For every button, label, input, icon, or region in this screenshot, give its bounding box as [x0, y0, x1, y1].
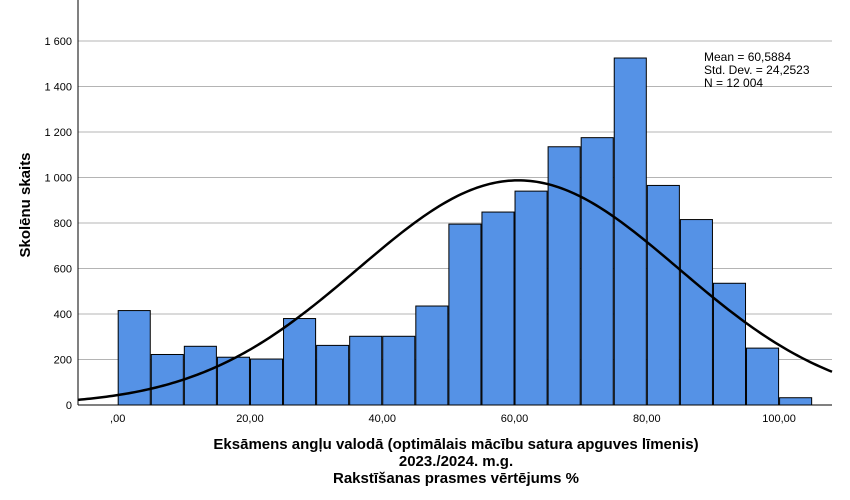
x-axis-title-line-2: 2023./2024. m.g.	[399, 453, 513, 470]
stats-std-dev: Std. Dev. = 24,2523	[704, 63, 810, 77]
normal-curve-layer	[77, 179, 833, 402]
x-tick-label: 80,00	[633, 413, 661, 425]
histogram-bar	[283, 318, 317, 406]
y-tick-label: 200	[54, 354, 72, 366]
stats-n: N = 12 004	[704, 76, 763, 90]
histogram-bar	[448, 223, 482, 406]
y-tick-label: 1 400	[44, 81, 72, 93]
histogram-bar	[613, 57, 647, 406]
normal-curve	[77, 179, 833, 402]
histogram-bar	[646, 184, 680, 406]
histogram-bar	[514, 190, 548, 406]
histogram-bar	[316, 344, 350, 406]
histogram-bar	[349, 335, 383, 406]
y-axis-title: Skolēnu skaits	[17, 152, 34, 257]
y-tick-label: 1 000	[44, 172, 72, 184]
histogram-bar	[481, 211, 515, 406]
histogram-bar	[779, 397, 813, 406]
histogram-bar	[580, 137, 614, 406]
x-tick-label: 20,00	[236, 413, 264, 425]
histogram-bar	[183, 345, 217, 406]
y-tick-label: 400	[54, 309, 72, 321]
histogram-bar	[382, 335, 416, 406]
x-tick-labels: ,00 20,00 40,00 60,00 80,00 100,00	[110, 413, 796, 425]
y-tick-label: 0	[66, 400, 72, 412]
axes	[77, 0, 832, 406]
y-tick-labels: 0 200 400 600 800 1 000 1 200 1 400 1 600	[44, 36, 72, 412]
x-axis-title-line-1: Eksāmens angļu valodā (optimālais mācību…	[213, 436, 698, 453]
histogram-bars	[117, 57, 813, 406]
histogram-bar	[249, 358, 284, 406]
y-tick-label: 1 600	[44, 36, 72, 48]
y-tick-label: 1 200	[44, 127, 72, 139]
stats-mean: Mean = 60,5884	[704, 50, 791, 64]
histogram-bar	[746, 347, 780, 406]
x-tick-label: ,00	[110, 413, 125, 425]
x-tick-label: 60,00	[501, 413, 529, 425]
y-tick-label: 600	[54, 263, 72, 275]
x-tick-label: 100,00	[762, 413, 796, 425]
histogram-bar	[150, 353, 184, 406]
x-axis-title-line-3: Rakstīšanas prasmes vērtējums %	[333, 470, 579, 487]
y-tick-label: 800	[54, 218, 72, 230]
x-tick-label: 40,00	[368, 413, 396, 425]
histogram-bar	[415, 305, 449, 406]
histogram-bar	[679, 219, 713, 406]
